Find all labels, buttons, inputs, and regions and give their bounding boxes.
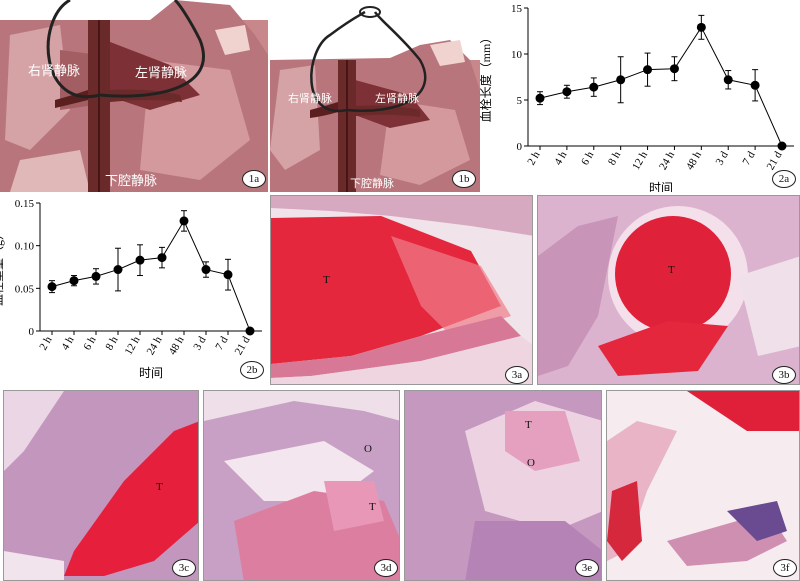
panel-tag-3e: 3e — [575, 559, 599, 577]
data-point — [179, 216, 189, 226]
y-tick-label: 5 — [517, 95, 523, 107]
data-point — [750, 80, 760, 90]
data-point — [669, 64, 679, 74]
panel-3f: 3f — [606, 390, 800, 581]
histology-image-3d — [204, 401, 399, 580]
x-tick-label: 48 h — [167, 334, 187, 357]
data-point — [113, 265, 123, 275]
y-tick-label: 0 — [517, 141, 523, 153]
panel-3c: T 3c — [3, 390, 199, 581]
histology-image-3b — [538, 196, 799, 384]
panel-tag-3b: 3b — [772, 366, 796, 384]
x-tick-label: 24 h — [145, 334, 165, 357]
panel-3d: O T 3d — [203, 390, 400, 581]
panel-tag-2b: 2b — [240, 361, 264, 379]
thrombus-letter: T — [156, 481, 163, 493]
x-tick-label: 8 h — [103, 334, 121, 352]
data-point — [777, 141, 787, 151]
x-tick-label: 6 h — [81, 334, 99, 352]
x-tick-label: 3 d — [714, 149, 732, 167]
data-point — [589, 82, 599, 92]
ivc-ligation-illustration-b — [270, 6, 480, 192]
x-tick-label: 2 h — [37, 334, 55, 352]
x-tick-label: 8 h — [606, 149, 624, 167]
panel-tag-1b: 1b — [452, 170, 476, 188]
label-right-renal-vein: 右肾静脉 — [288, 92, 332, 105]
label-left-renal-vein: 左肾静脉 — [135, 66, 188, 81]
y-axis-title: 血栓长度（mm） — [480, 32, 493, 123]
series-line — [539, 26, 783, 147]
data-point — [245, 326, 255, 336]
thrombus-letter: T — [369, 501, 376, 513]
panel-1b: 右肾静脉 左肾静脉 下腔静脉 1b — [270, 0, 480, 192]
data-point — [91, 271, 101, 281]
x-tick-label: 4 h — [552, 149, 570, 167]
y-tick-label: 0.15 — [15, 198, 35, 210]
x-axis-title: 时间 — [649, 181, 673, 192]
data-point — [723, 75, 733, 85]
panel-tag-3d: 3d — [374, 559, 398, 577]
organization-letter: O — [364, 443, 372, 455]
x-tick-label: 7 d — [740, 149, 758, 167]
data-point — [157, 253, 167, 263]
histology-image-3f — [607, 391, 799, 566]
y-tick-label: 0.05 — [15, 283, 35, 295]
data-point — [616, 75, 626, 85]
panel-tag-3a: 3a — [505, 366, 529, 384]
x-tick-label: 48 h — [684, 149, 704, 172]
data-point — [135, 255, 145, 265]
y-tick-label: 0 — [29, 326, 35, 338]
histology-image-3a — [271, 196, 532, 384]
histology-image-3c — [4, 391, 198, 580]
x-tick-label: 21 d — [233, 334, 253, 357]
x-tick-label: 12 h — [123, 334, 143, 357]
organization-letter: O — [527, 457, 535, 469]
data-point — [69, 276, 79, 286]
x-tick-label: 3 d — [191, 334, 209, 352]
y-tick-label: 15 — [511, 3, 523, 15]
x-tick-label: 12 h — [630, 149, 650, 172]
label-left-renal-vein: 左肾静脉 — [375, 92, 419, 105]
histology-image-3e — [405, 391, 601, 580]
data-point — [643, 65, 653, 75]
x-tick-label: 4 h — [59, 334, 77, 352]
panel-2a: 0 5 10 15 2 h 4 h 6 h 8 h 12 h 24 h 48 h 3 d 7 d 21 d… — [480, 0, 800, 192]
y-tick-label: 0.10 — [15, 241, 35, 253]
y-axis-title: 血栓重量（g） — [0, 228, 5, 306]
x-axis-title: 时间 — [139, 366, 163, 380]
data-point — [47, 282, 57, 292]
thrombus-length-chart: 0 5 10 15 2 h 4 h 6 h 8 h 12 h 24 h 48 h 3 d 7 d 21 d… — [480, 3, 794, 192]
y-tick-label: 10 — [511, 49, 523, 61]
panel-tag-3f: 3f — [773, 559, 797, 577]
x-tick-label: 6 h — [579, 149, 597, 167]
thrombus-letter: T — [525, 419, 532, 431]
x-tick-label: 2 h — [525, 149, 543, 167]
x-tick-label: 24 h — [657, 149, 677, 172]
data-point — [201, 265, 211, 275]
x-tick-label: 7 d — [213, 334, 231, 352]
panel-tag-1a: 1a — [242, 170, 266, 188]
thrombus-letter: T — [323, 274, 330, 286]
label-inferior-vena-cava: 下腔静脉 — [350, 177, 394, 190]
label-right-renal-vein: 右肾静脉 — [28, 64, 81, 79]
panel-tag-2a: 2a — [772, 170, 796, 188]
panel-1a: 右肾静脉 左肾静脉 下腔静脉 1a — [0, 0, 268, 192]
data-point — [562, 87, 572, 97]
panel-3b: T 3b — [537, 195, 800, 385]
panel-tag-3c: 3c — [172, 559, 196, 577]
panel-3a: T 3a — [270, 195, 533, 385]
data-point — [223, 270, 233, 280]
label-inferior-vena-cava: 下腔静脉 — [105, 174, 158, 189]
panel-3e: T O 3e — [404, 390, 602, 581]
data-point — [535, 93, 545, 103]
x-tick-label: 21 d — [765, 149, 785, 172]
series-line — [51, 219, 251, 332]
ivc-ligation-illustration-a — [0, 0, 268, 192]
thrombus-letter: T — [668, 264, 675, 276]
data-point — [696, 22, 706, 32]
